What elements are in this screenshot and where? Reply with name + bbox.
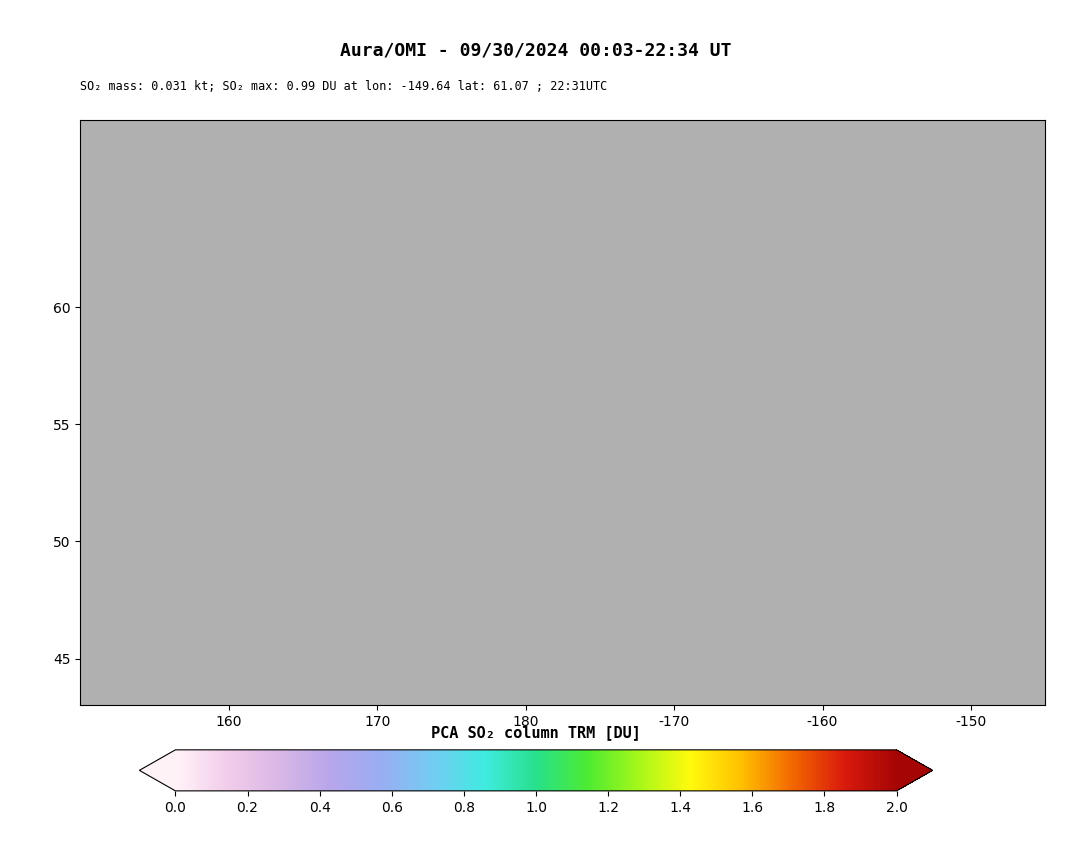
Text: SO₂ mass: 0.031 kt; SO₂ max: 0.99 DU at lon: -149.64 lat: 61.07 ; 22:31UTC: SO₂ mass: 0.031 kt; SO₂ max: 0.99 DU at …	[80, 80, 608, 93]
PathPatch shape	[139, 750, 176, 791]
Text: Aura/OMI - 09/30/2024 00:03-22:34 UT: Aura/OMI - 09/30/2024 00:03-22:34 UT	[340, 42, 732, 60]
Text: PCA SO₂ column TRM [DU]: PCA SO₂ column TRM [DU]	[431, 725, 641, 740]
PathPatch shape	[896, 750, 933, 791]
